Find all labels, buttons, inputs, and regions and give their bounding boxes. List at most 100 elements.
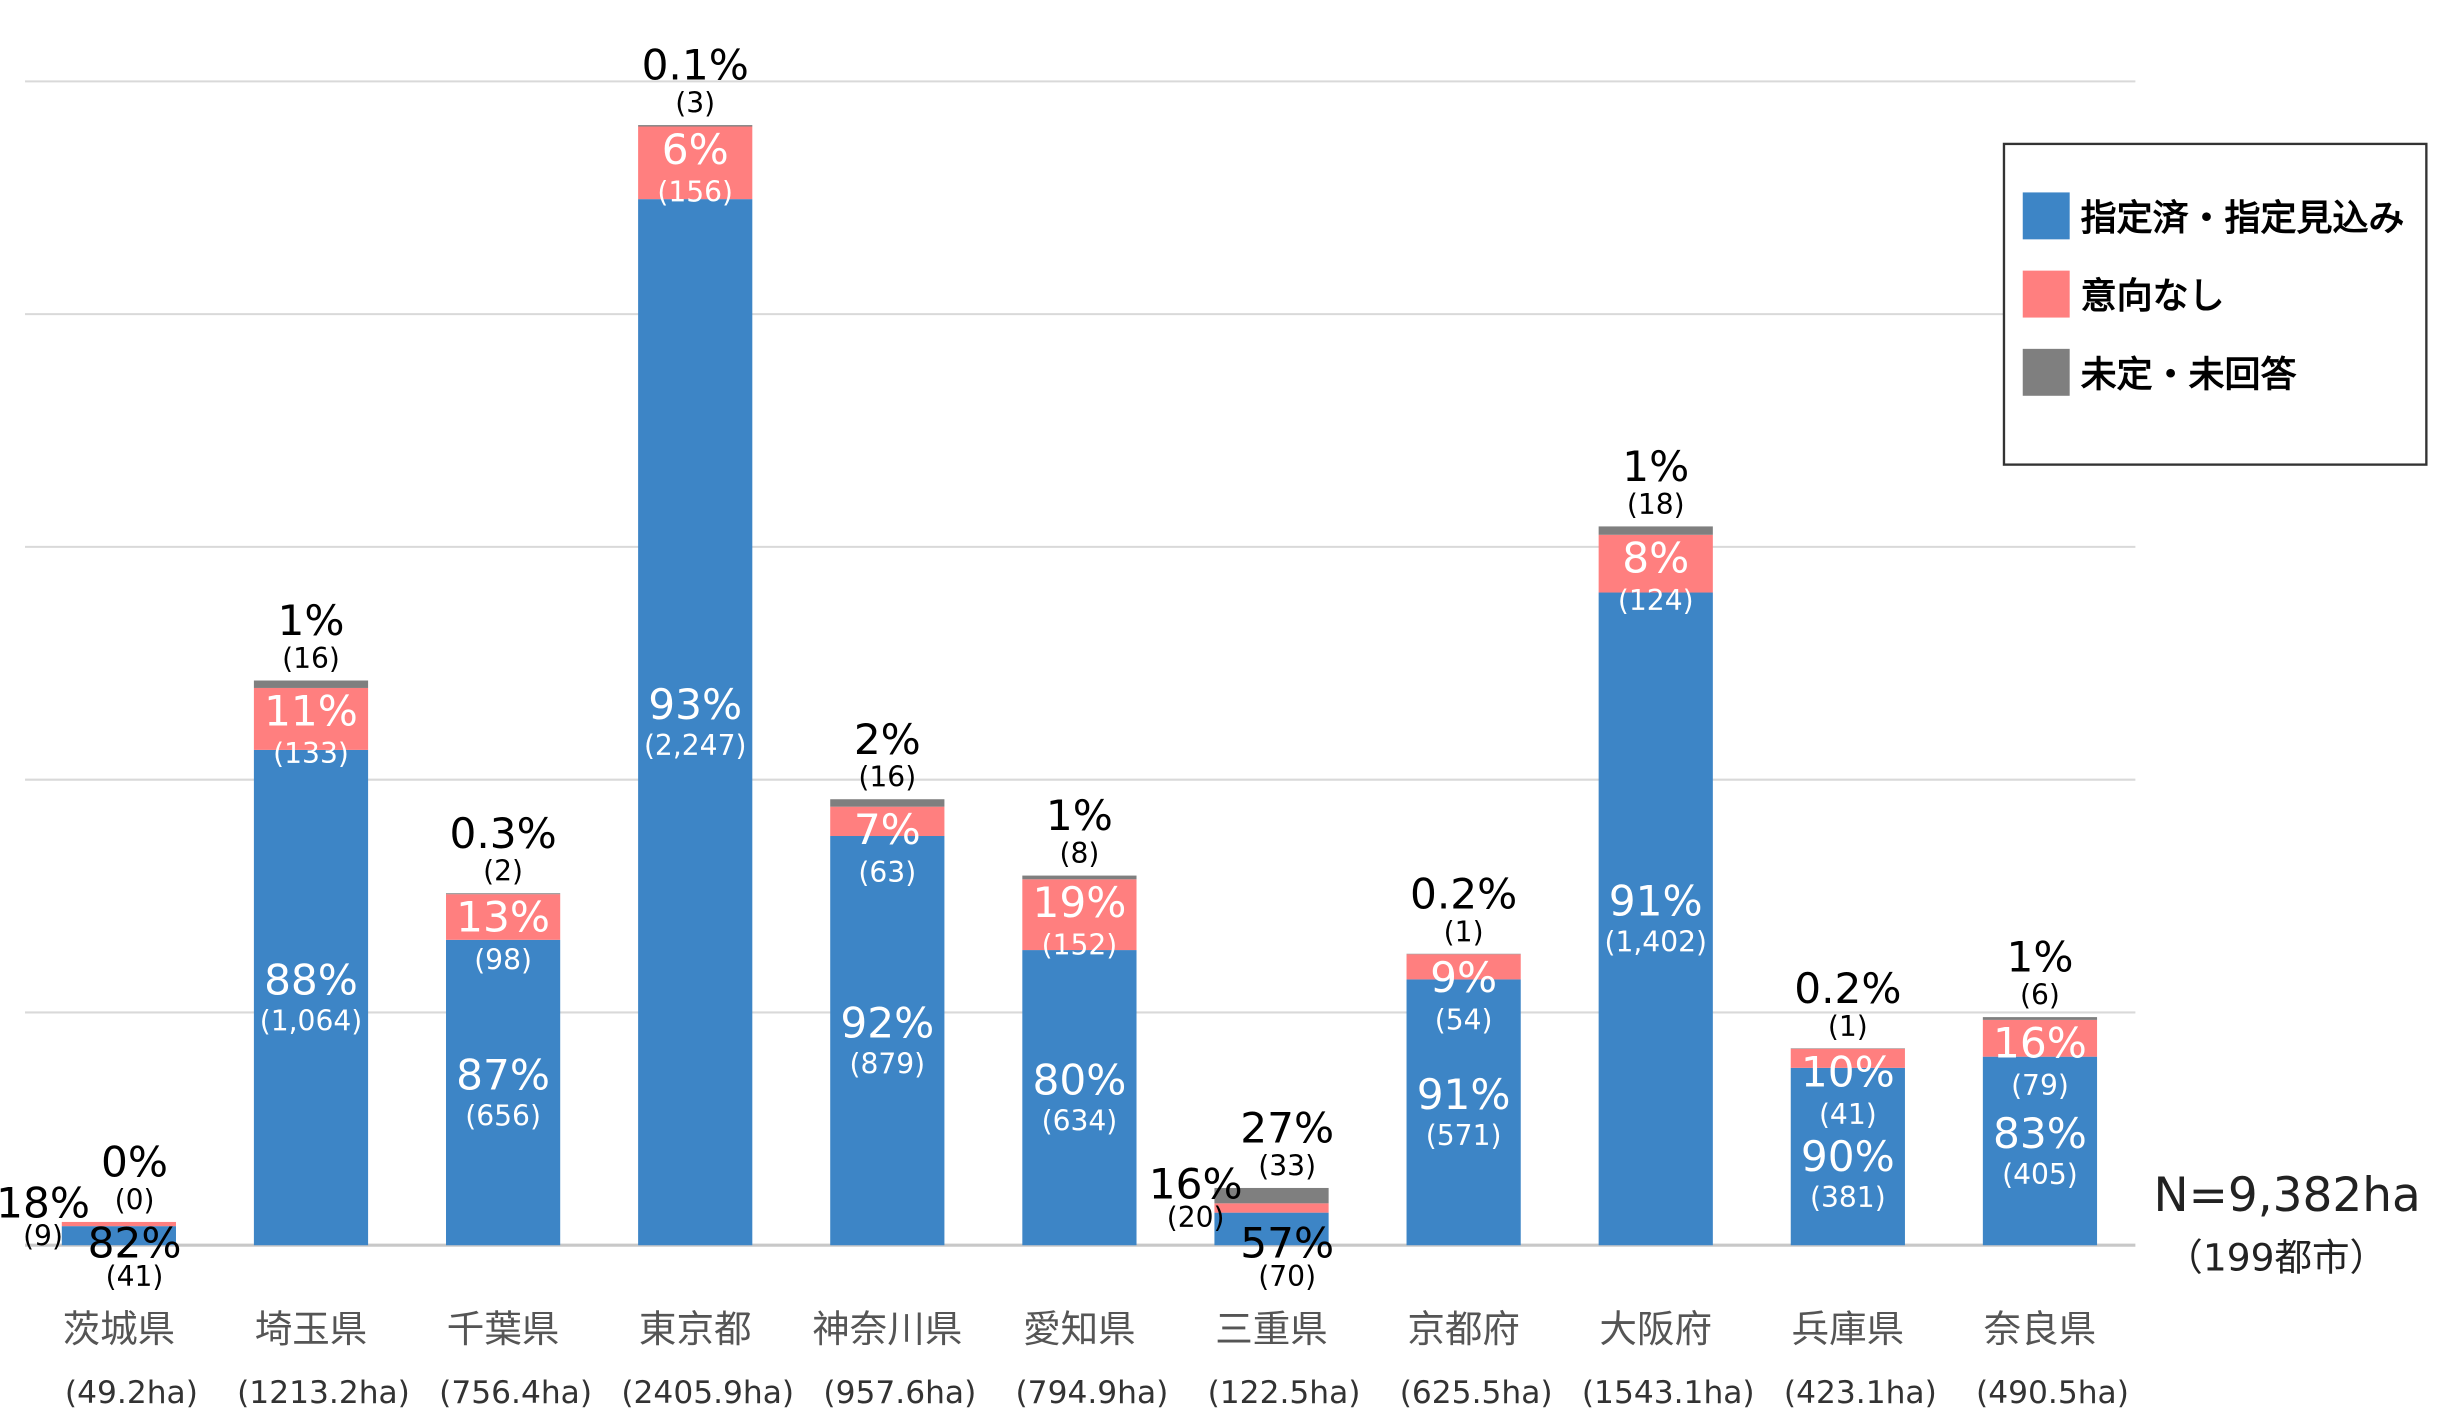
x-axis-labels: 茨城県 (49.2ha) 埼玉県 (1213.2ha) 千葉県 (756.4ha) 東京都 (… [63,1307,2129,1411]
x-tick-area-label: (490.5ha) [1976,1375,2129,1411]
count-label: (3) [675,87,715,120]
count-label: (20) [1167,1201,1225,1234]
bar-segment-undecided [1598,526,1713,535]
x-tick-area-label: (49.2ha) [65,1375,198,1411]
count-label: (0) [115,1183,155,1216]
pct-label: 83% [1993,1109,2087,1158]
count-label: (1,064) [260,1004,363,1037]
pct-label: 0% [101,1138,168,1187]
legend-swatch [2022,192,2070,240]
legend-label: 指定済・指定見込み [2081,198,2405,239]
legend-box [2002,142,2428,466]
bar-segment-no-intention [1406,954,1521,980]
count-label: (156) [657,176,733,209]
pct-label: 57% [1240,1219,1334,1268]
bar-segment-no-intention [830,806,945,837]
legend-swatch [2022,270,2070,318]
pct-label: 13% [456,893,550,942]
bar-segment-designated [1406,979,1521,1246]
count-label: (18) [1627,488,1685,521]
bar-segment-designated [253,749,369,1246]
pct-label: 0.2% [1794,964,1901,1013]
x-tick-label: 京都府 [1407,1307,1520,1351]
bar-segment-no-intention [61,1221,176,1227]
bar-segment-designated [1214,1212,1329,1246]
count-label: (16) [282,642,340,675]
legend-label: 未定・未回答 [2081,354,2298,395]
bar-segment-designated [1982,1056,2098,1246]
pct-label: 1% [1622,442,1689,491]
bar-segment-undecided [830,799,945,807]
bar-segment-designated [1790,1067,1905,1246]
count-label: (381) [1810,1181,1886,1214]
pct-label: 80% [1033,1056,1127,1105]
count-label: (79) [2011,1069,2069,1102]
pct-label: 92% [840,998,934,1047]
pct-label: 91% [1609,877,1703,926]
x-tick-label: 埼玉県 [255,1307,368,1351]
bar-segment-designated [61,1226,176,1246]
x-tick-area-label: (625.5ha) [1400,1375,1553,1411]
count-label: (8) [1059,837,1099,870]
count-label: (54) [1435,1003,1493,1036]
pct-label: 7% [854,805,921,854]
pct-label: 9% [1430,953,1497,1002]
bar-segment-undecided [638,125,753,127]
x-tick-label: 愛知県 [1023,1307,1136,1351]
count-label: (70) [1258,1260,1316,1293]
count-label: (6) [2020,979,2060,1012]
bar-segment-no-intention [253,687,369,750]
x-tick-area-label: (423.1ha) [1784,1375,1937,1411]
count-label: (33) [1258,1149,1316,1182]
pct-label: 16% [1149,1160,1243,1209]
pct-label: 6% [662,125,729,174]
pct-label: 10% [1801,1047,1895,1096]
count-label: (405) [2002,1158,2078,1191]
count-label: (124) [1618,584,1694,617]
bar-segment-no-intention [1022,879,1137,951]
pct-label: 0.2% [1410,869,1517,918]
count-label: (63) [858,856,916,889]
count-label: (1,402) [1604,926,1707,959]
count-label: (16) [858,761,916,794]
bar-segment-undecided [1022,875,1137,880]
bar-segment-designated [1022,950,1137,1246]
pct-label: 18% [0,1178,90,1227]
x-tick-label: 茨城県 [63,1307,176,1351]
pct-label: 1% [278,596,345,645]
pct-label: 0.3% [449,809,556,858]
count-label: (571) [1426,1119,1502,1152]
pct-label: 87% [456,1050,550,1099]
x-tick-label: 千葉県 [447,1307,560,1351]
bar-segment-no-intention [638,126,753,200]
pct-label: 16% [1993,1018,2087,1067]
x-tick-area-label: (794.9ha) [1015,1375,1168,1411]
x-tick-label: 兵庫県 [1792,1307,1905,1351]
count-label: (9) [23,1219,63,1252]
bar-segment-undecided [1214,1187,1329,1204]
total-annotation: N=9,382ha [2154,1168,2421,1223]
bar-segment-no-intention [446,894,561,940]
count-label: (1) [1444,915,1484,948]
bar-segment-no-intention [1598,534,1713,593]
x-tick-area-label: (1543.1ha) [1582,1375,1755,1411]
count-label: (879) [849,1047,925,1080]
bar-segment-designated [638,199,753,1246]
bar-segment-designated [446,939,561,1246]
pct-label: 2% [854,715,921,764]
legend-swatch [2022,348,2070,396]
bar-segment-undecided [446,893,561,895]
x-tick-area-label: (122.5ha) [1208,1375,1361,1411]
x-tick-label: 大阪府 [1599,1307,1712,1351]
bar-segment-undecided [253,680,369,688]
pct-label: 27% [1240,1104,1334,1153]
count-label: (2) [483,855,523,888]
bar-segment-no-intention [1982,1019,2098,1057]
count-label: (41) [106,1260,164,1293]
x-tick-label: 東京都 [639,1307,752,1351]
count-label: (634) [1042,1104,1118,1137]
x-tick-area-label: (756.4ha) [439,1375,592,1411]
bar-segment-no-intention [1790,1048,1905,1068]
